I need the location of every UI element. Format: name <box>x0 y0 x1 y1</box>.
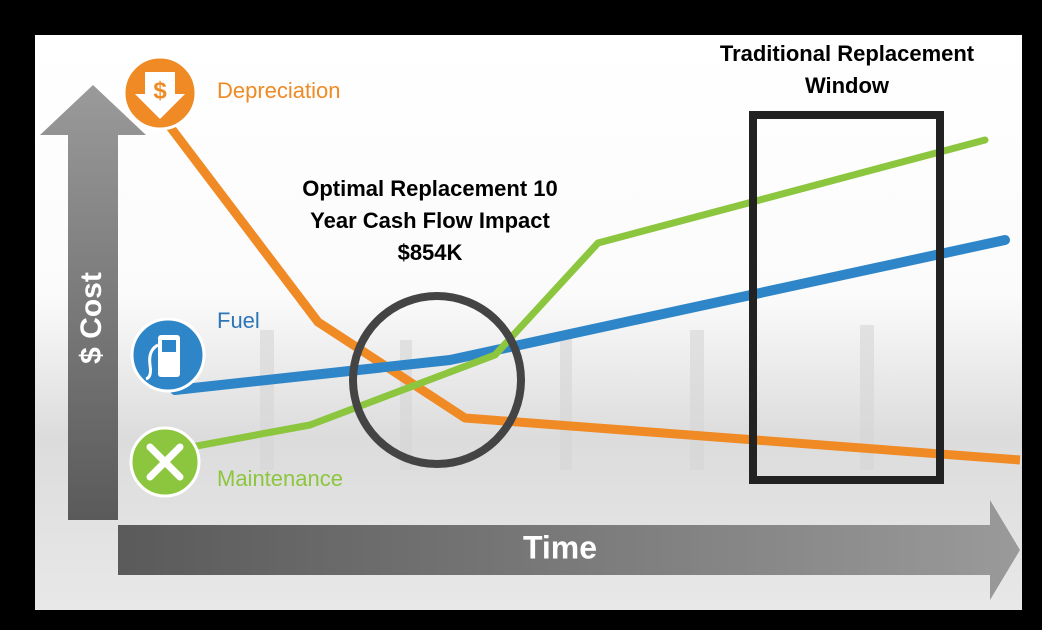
annotation-line: Year Cash Flow Impact <box>310 208 550 233</box>
maintenance-icon <box>131 428 199 496</box>
annotation-line: Window <box>805 73 890 98</box>
depreciation-label: Depreciation <box>217 78 341 103</box>
depreciation-icon-symbol: $ <box>153 77 167 104</box>
annotation-line: $854K <box>398 240 463 265</box>
depreciation-icon: $ <box>124 57 196 129</box>
diagram: $ Cost Time $ Depreciation Fuel Maintena… <box>0 0 1042 630</box>
fuel-icon <box>132 319 204 391</box>
page: $ Cost Time $ Depreciation Fuel Maintena… <box>0 0 1042 630</box>
maintenance-label: Maintenance <box>217 466 343 491</box>
annotation-line: Traditional Replacement <box>720 41 975 66</box>
fuel-label: Fuel <box>217 308 260 333</box>
y-axis-label: $ Cost <box>75 272 108 364</box>
annotation-line: Optimal Replacement 10 <box>302 176 558 201</box>
x-axis-label: Time <box>523 529 597 565</box>
